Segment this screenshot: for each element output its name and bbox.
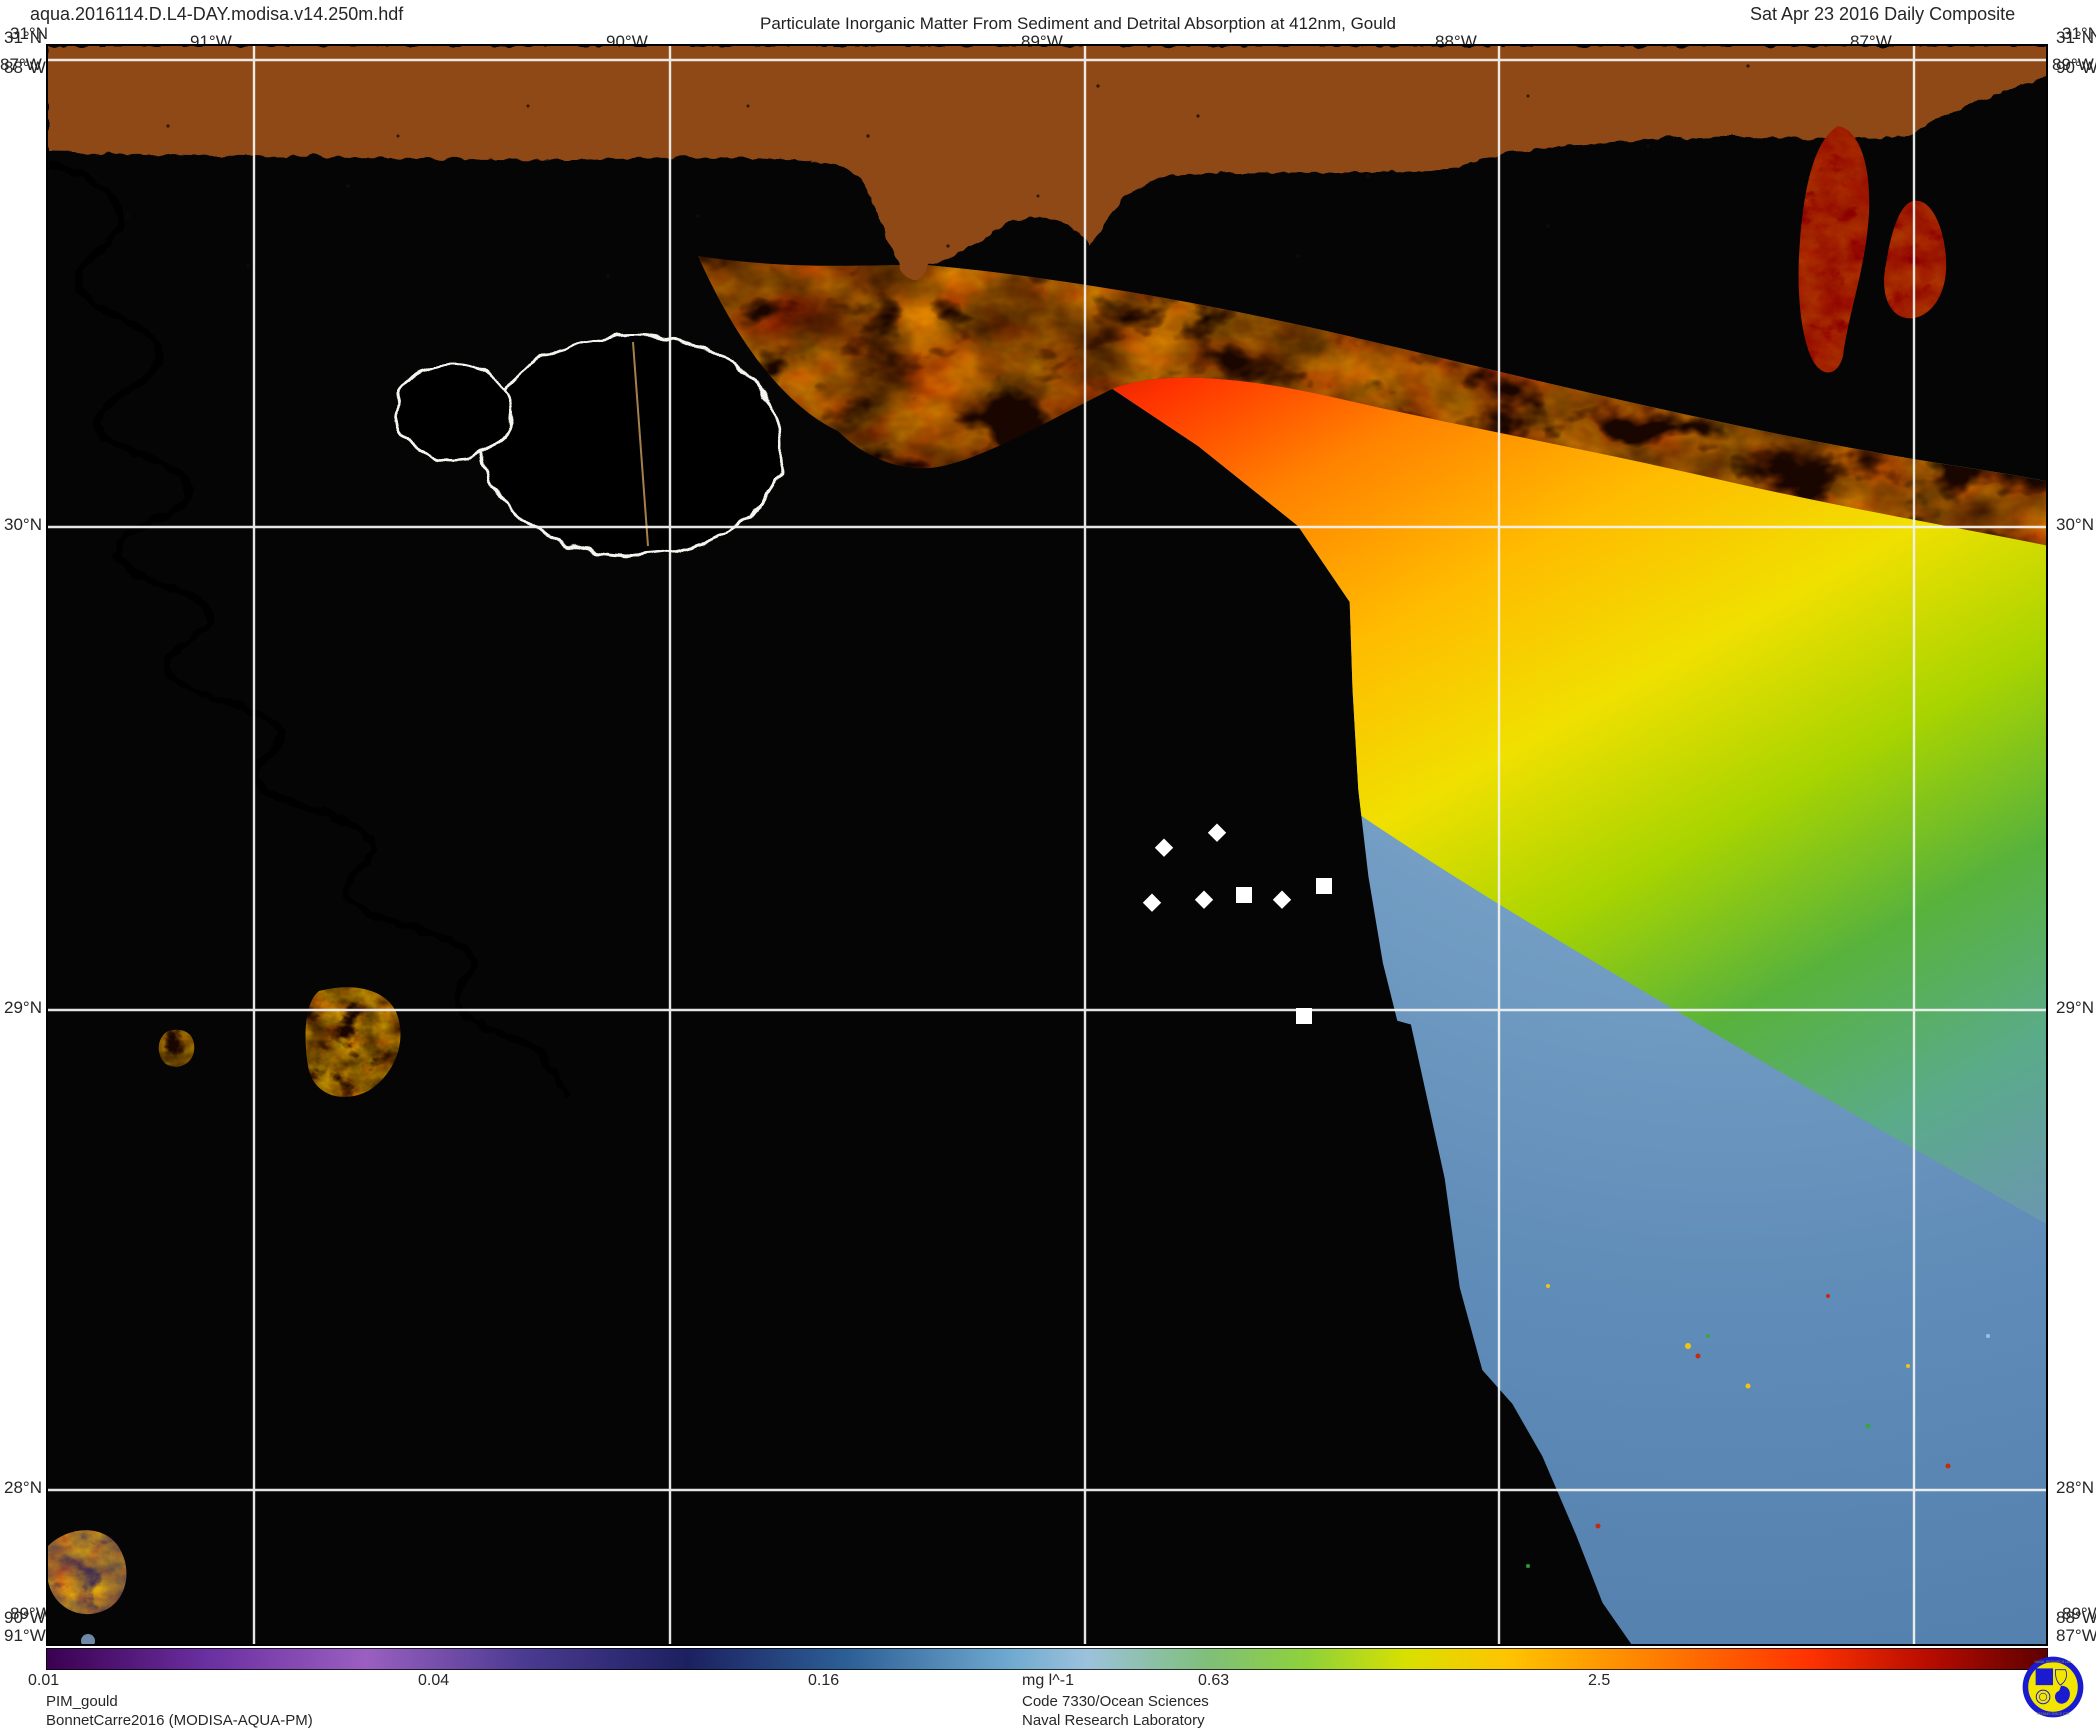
svg-text:STENNIS SPACE CTR: STENNIS SPACE CTR [2036, 1712, 2070, 1716]
svg-text:NAVAL RESEARCH LAB: NAVAL RESEARCH LAB [2035, 1660, 2073, 1664]
